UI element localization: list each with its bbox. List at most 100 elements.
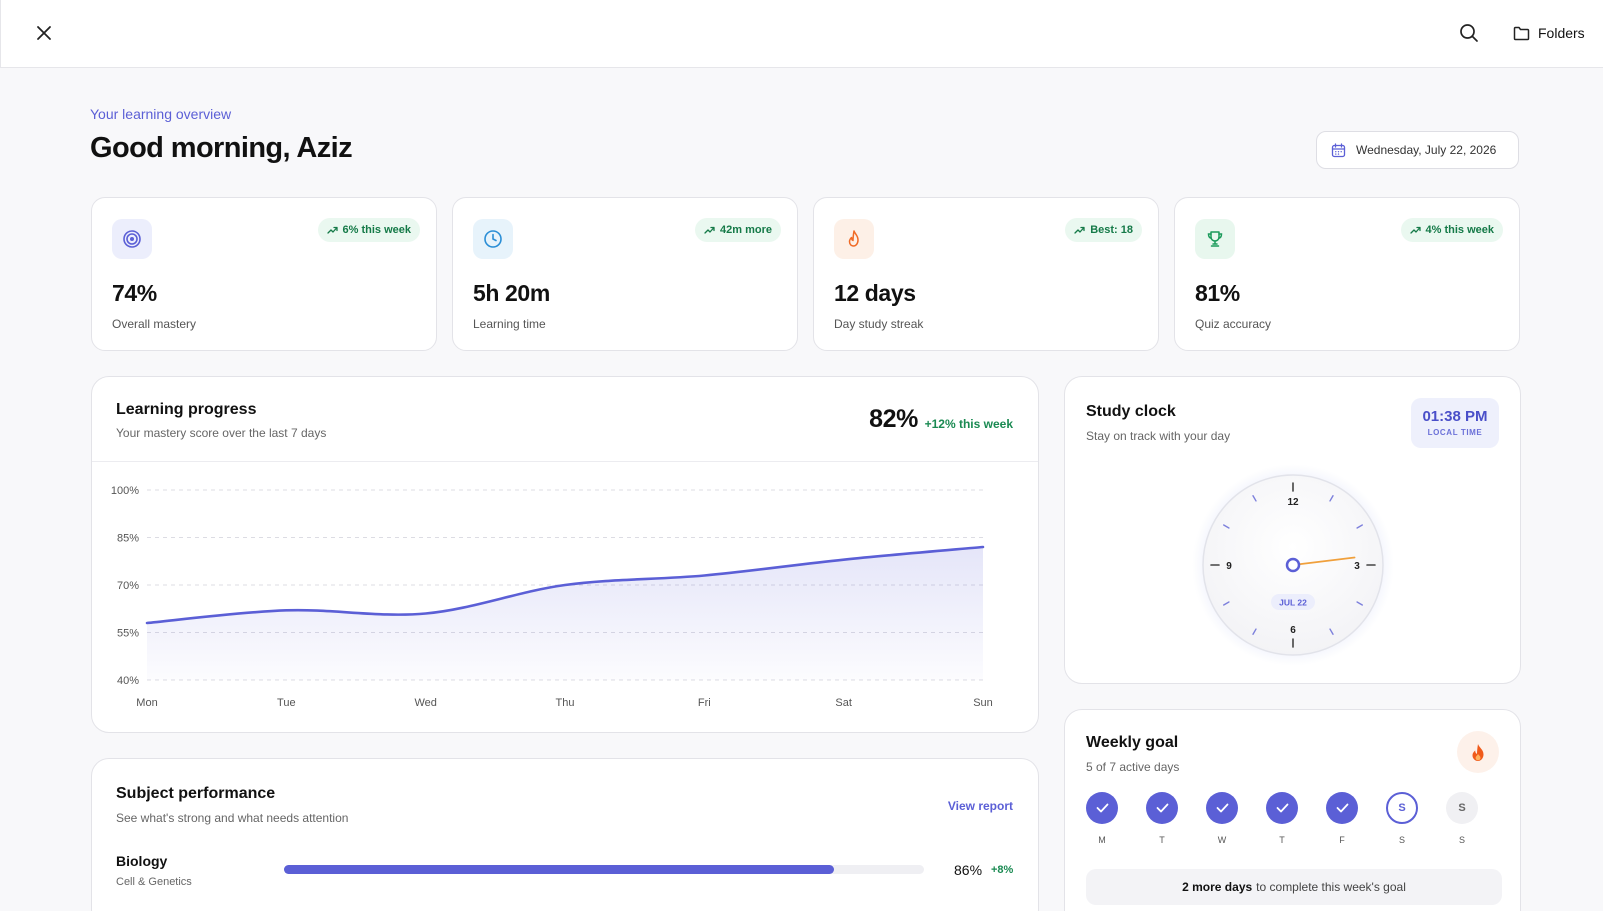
stat-label: Day study streak: [834, 317, 924, 331]
weekday-1[interactable]: T: [1146, 792, 1178, 845]
subject-performance-card: Subject performance See what's strong an…: [91, 758, 1039, 911]
weekday-label: F: [1339, 835, 1345, 845]
x-tick-label: Fri: [698, 697, 711, 709]
local-time-pill: 01:38 PM LOCAL TIME: [1411, 398, 1499, 448]
weekday-label: S: [1458, 835, 1465, 845]
local-time-label: LOCAL TIME: [1427, 428, 1483, 437]
clock-numeral: 3: [1354, 561, 1360, 572]
weekly-goal-subtitle: 5 of 7 active days: [1086, 760, 1180, 774]
day-complete-dot: [1086, 792, 1118, 824]
weekday-0[interactable]: M: [1086, 792, 1118, 845]
chart-area: [147, 547, 983, 680]
chart-series-line: [145, 545, 985, 625]
overview-eyebrow: Your learning overview: [90, 106, 232, 122]
trend-up-icon: [704, 226, 715, 234]
search-icon: [1460, 24, 1478, 42]
subject-score: 86%: [954, 862, 983, 878]
stat-card-learning-time: 42m more 5h 20m Learning time: [452, 197, 798, 351]
x-tick-label: Mon: [136, 697, 157, 709]
x-tick-label: Wed: [414, 697, 436, 709]
trend-badge: 42m more: [695, 218, 781, 242]
search-button[interactable]: [1456, 20, 1482, 46]
clock-tick: [1329, 495, 1334, 502]
check-icon: [1336, 803, 1348, 813]
stat-label: Learning time: [473, 317, 546, 331]
stat-value: 74%: [112, 280, 157, 306]
day-complete-dot: [1146, 792, 1178, 824]
day-dot: S: [1446, 792, 1478, 824]
stat-label: Quiz accuracy: [1195, 317, 1272, 331]
goal-message-bold: 2 more days: [1182, 880, 1253, 894]
subject-delta: +8%: [991, 864, 1014, 876]
day-dot: S: [1386, 792, 1418, 824]
weekday-2[interactable]: W: [1206, 792, 1238, 845]
trophy-icon: [1195, 219, 1235, 259]
dial-date-pill: [1271, 594, 1315, 610]
subject-performance-title: Subject performance: [116, 785, 276, 802]
day-dot-letter: S: [1458, 802, 1466, 814]
stat-card-mastery: 6% this week 74% Overall mastery: [91, 197, 437, 351]
clock-minute-hand: [1292, 556, 1356, 566]
date-label: Wednesday, July 22, 2026: [1356, 143, 1497, 157]
subject-performance-subtitle: See what's strong and what needs attenti…: [116, 811, 349, 825]
trend-up-icon: [1074, 226, 1085, 234]
weekday-label: S: [1398, 835, 1405, 845]
stat-value: 12 days: [834, 280, 916, 306]
flame-icon: [834, 219, 874, 259]
trend-badge: 6% this week: [317, 218, 420, 242]
streak-badge: [1457, 731, 1499, 773]
day-complete-dot: [1206, 792, 1238, 824]
clock-tick: [1223, 524, 1230, 529]
goal-message: 2 more days to complete this week's goal: [1086, 869, 1502, 905]
clock-numeral: 12: [1287, 497, 1299, 508]
y-tick-label: 55%: [117, 628, 139, 640]
y-tick-label: 85%: [117, 533, 139, 545]
stat-label: Overall mastery: [112, 317, 197, 331]
mastery-score: 82%: [869, 405, 918, 433]
weekly-goal-title: Weekly goal: [1086, 734, 1179, 751]
clock-icon: [473, 219, 513, 259]
study-clock-subtitle: Stay on track with your day: [1086, 429, 1231, 443]
folder-icon: [1513, 26, 1530, 40]
target-icon: [112, 219, 152, 259]
divider: [92, 461, 1038, 462]
flame-icon: [1472, 743, 1484, 761]
clock-center: [1285, 557, 1301, 573]
view-report-link[interactable]: View report: [947, 799, 1013, 813]
folders-button[interactable]: Folders: [1513, 20, 1585, 46]
close-button[interactable]: [31, 20, 57, 46]
study-clock-card: Study clock Stay on track with your day …: [1064, 376, 1521, 684]
clock-numeral: 6: [1290, 625, 1296, 636]
day-complete-dot: [1266, 792, 1298, 824]
learning-progress-subtitle: Your mastery score over the last 7 days: [116, 426, 327, 440]
day-complete-dot: [1326, 792, 1358, 824]
y-tick-label: 100%: [111, 485, 139, 497]
date-picker[interactable]: Wednesday, July 22, 2026: [1316, 131, 1519, 169]
weekday-label: T: [1159, 835, 1165, 845]
clock-tick: [1329, 628, 1334, 635]
local-time: 01:38 PM: [1422, 408, 1488, 425]
weekday-label: W: [1217, 835, 1227, 845]
trend-up-icon: [1409, 226, 1421, 234]
folders-label: Folders: [1538, 25, 1585, 41]
clock-tick: [1252, 495, 1257, 502]
x-tick-label: Thu: [556, 697, 575, 709]
stat-card-streak: Best: 18 12 days Day study streak: [813, 197, 1159, 351]
x-tick-label: Sat: [835, 697, 852, 709]
weekday-3[interactable]: T: [1266, 792, 1298, 845]
trend-up-icon: [326, 226, 338, 234]
day-dot-letter: S: [1398, 802, 1406, 814]
study-clock-title: Study clock: [1086, 403, 1176, 420]
check-icon: [1276, 803, 1288, 813]
weekday-label: M: [1098, 835, 1106, 845]
y-tick-label: 40%: [117, 675, 139, 687]
trend-badge: 4% this week: [1400, 218, 1503, 242]
learning-progress-title: Learning progress: [116, 401, 257, 418]
subject-progress-fill: [284, 865, 835, 874]
clock-tick: [1356, 601, 1363, 606]
weekday-4[interactable]: F: [1326, 792, 1358, 845]
